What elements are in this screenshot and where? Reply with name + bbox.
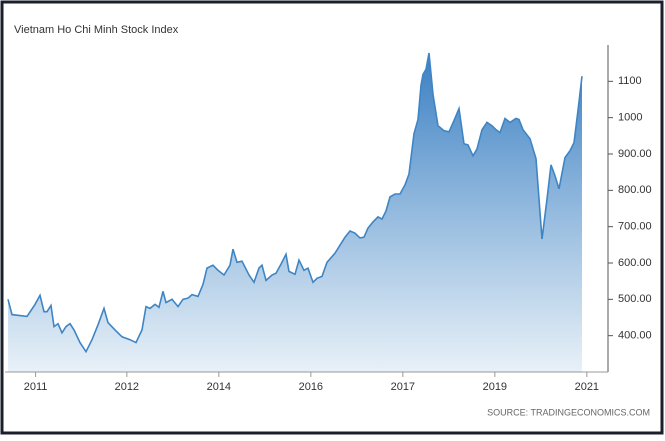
y-tick-label: 400.00	[618, 330, 652, 342]
y-tick-label: 800.00	[618, 184, 652, 196]
x-tick-label: 2016	[299, 381, 323, 393]
y-tick-label: 1000	[618, 112, 642, 124]
source: SOURCE: TRADINGECONOMICS.COM	[487, 407, 650, 417]
x-tick-label: 2019	[483, 381, 507, 393]
y-tick-label: 500.00	[618, 293, 652, 305]
area	[8, 53, 582, 372]
x-tick-label: 2021	[575, 381, 599, 393]
x-tick-label: 2011	[24, 381, 48, 393]
chart-title: Vietnam Ho Chi Minh Stock Index	[14, 24, 179, 36]
x-tick-label: 2017	[391, 381, 415, 393]
y-tick-label: 700.00	[618, 221, 652, 233]
y-tick-label: 1100	[618, 75, 642, 87]
line	[7, 52, 583, 354]
y-tick-label: 600.00	[618, 257, 652, 269]
x-tick-label: 2012	[115, 381, 139, 393]
x-tick-label: 2014	[207, 381, 231, 393]
y-tick-label: 900.00	[618, 148, 652, 160]
